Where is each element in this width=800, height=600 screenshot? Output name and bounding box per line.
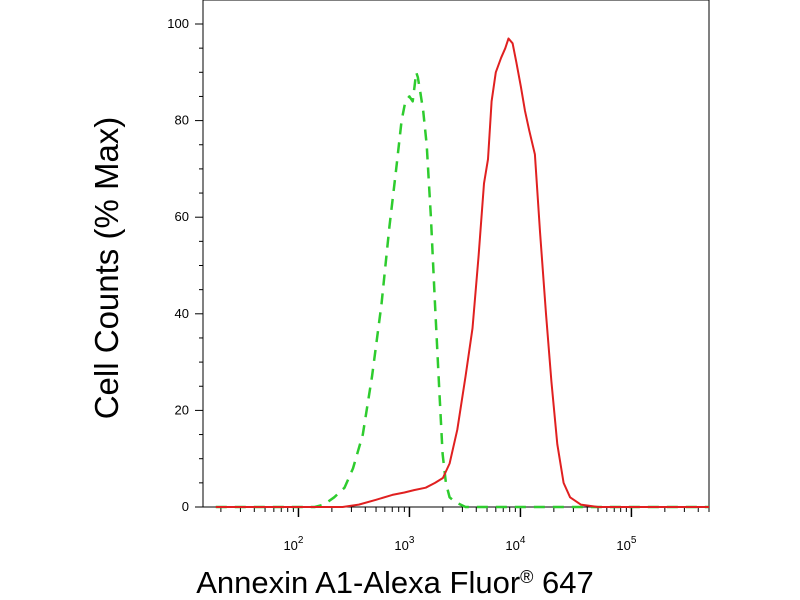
x-axis-title-main: Annexin A1-Alexa Fluor — [196, 565, 520, 600]
y-tick-label: 40 — [175, 306, 189, 321]
series-layer — [215, 37, 709, 509]
y-tick-label: 20 — [175, 402, 189, 417]
x-axis-title: Annexin A1-Alexa Fluor® 647 — [196, 565, 594, 600]
x-tick-label: 103 — [394, 535, 414, 553]
y-axis-title: Cell Counts (% Max) — [88, 117, 125, 420]
y-tick-label: 0 — [182, 499, 189, 514]
plot-frame — [202, 0, 710, 508]
x-axis-title-suffix: 647 — [533, 565, 593, 600]
control-histogram-line — [215, 71, 709, 509]
x-tick-label: 102 — [283, 535, 303, 553]
y-tick-label: 100 — [167, 16, 189, 31]
x-tick-label: 105 — [616, 535, 636, 553]
x-axis: 102 103 104 105 — [220, 507, 710, 553]
stained-histogram-line — [215, 37, 709, 508]
x-axis-title-registered-mark: ® — [520, 567, 533, 587]
x-tick-label: 104 — [505, 535, 525, 553]
plot-border — [202, 0, 710, 508]
y-axis: 0 20 40 60 80 100 — [167, 16, 203, 514]
y-tick-label: 60 — [175, 209, 189, 224]
y-tick-label: 80 — [175, 113, 189, 128]
